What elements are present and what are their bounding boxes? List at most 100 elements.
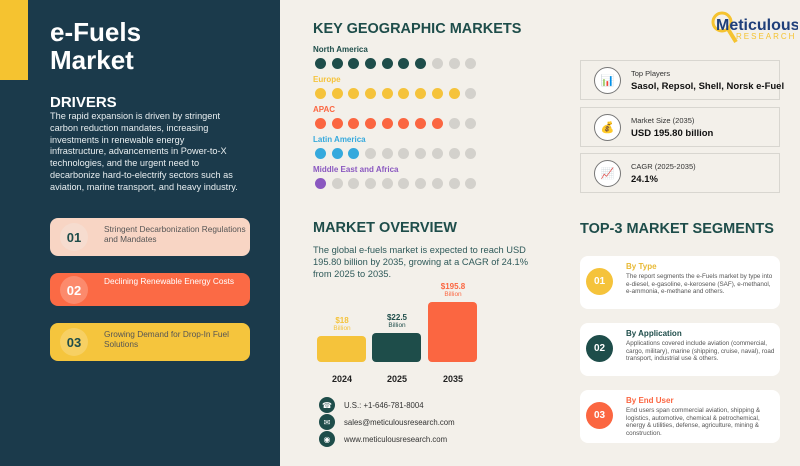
driver-number: 01 (60, 223, 88, 251)
empty-dot (415, 178, 427, 189)
empty-dot (448, 58, 460, 69)
filled-dot (348, 118, 360, 129)
empty-dot (465, 88, 477, 99)
empty-dot (431, 178, 443, 189)
contact-web[interactable]: ◉ www.meticulousresearch.com (319, 431, 447, 447)
filled-dot (381, 88, 393, 99)
info-label: Market Size (2035) (631, 115, 695, 125)
segment-title: By End User (626, 396, 674, 405)
segment-card: 03 By End User End users span commercial… (580, 390, 780, 443)
region-label: Europe (313, 75, 341, 84)
empty-dot (348, 178, 360, 189)
filled-dot (448, 88, 460, 99)
segments-heading: TOP-3 MARKET SEGMENTS (580, 221, 774, 237)
empty-dot (331, 178, 343, 189)
info-value: USD 195.80 billion (631, 127, 714, 139)
empty-dot (465, 118, 477, 129)
globe-icon: ◉ (319, 431, 335, 447)
filled-dot (365, 118, 377, 129)
bar-value-label: $195.8 Billion (423, 283, 483, 299)
filled-dot (315, 148, 326, 159)
phone-text: U.S.: +1-646-781-8004 (344, 400, 424, 410)
empty-dot (398, 148, 410, 159)
region-label: Latin America (313, 135, 366, 144)
info-label: CAGR (2025-2035) (631, 161, 696, 171)
segment-number: 03 (586, 402, 613, 429)
filled-dot (398, 118, 410, 129)
empty-dot (415, 148, 427, 159)
bar-2035 (428, 302, 477, 362)
empty-dot (465, 58, 477, 69)
empty-dot (381, 178, 393, 189)
empty-dot (431, 148, 443, 159)
phone-icon: ☎ (319, 397, 335, 413)
segment-desc: End users span commercial aviation, ship… (626, 407, 761, 437)
bar-year-label: 2035 (442, 374, 464, 384)
bar-year-label: 2024 (331, 374, 353, 384)
filled-dot (315, 118, 326, 129)
filled-dot (415, 58, 427, 69)
region-dots (315, 58, 477, 69)
driver-label: Declining Renewable Energy Costs (104, 276, 235, 286)
bar-value-label: $22.5 Billion (367, 312, 427, 330)
segment-card: 01 By Type The report segments the e-Fue… (580, 256, 780, 309)
mail-icon: ✉ (319, 414, 335, 430)
region-label: Middle East and Africa (313, 165, 399, 174)
region-dots (315, 88, 477, 99)
geo-heading: KEY GEOGRAPHIC MARKETS (313, 21, 522, 37)
drivers-heading: DRIVERS (50, 94, 117, 111)
empty-dot (465, 148, 477, 159)
filled-dot (331, 88, 343, 99)
empty-dot (398, 178, 410, 189)
region-dots (315, 118, 477, 129)
filled-dot (331, 148, 343, 159)
filled-dot (348, 58, 360, 69)
magnifier-logo-icon: Meticulous RESEARCH (711, 11, 800, 44)
money-bag-icon: 💰 (594, 113, 621, 141)
bar-value-label: $18 Billion (312, 316, 372, 333)
bar-unit: Billion (333, 324, 351, 332)
bar-chart-icon: 📊 (594, 66, 621, 94)
empty-dot (448, 148, 460, 159)
filled-dot (315, 88, 326, 99)
driver-card-3: 03 Growing Demand for Drop-In Fuel Solut… (50, 323, 250, 361)
filled-dot (415, 118, 427, 129)
title-line-1: e-Fuels (50, 17, 142, 47)
accent-bar (0, 0, 28, 80)
bar-unit: Billion (388, 321, 406, 329)
info-card-cagr: 📈 CAGR (2025-2035) 24.1% (580, 153, 780, 193)
filled-dot (331, 118, 343, 129)
filled-dot (431, 118, 443, 129)
info-value: Sasol, Repsol, Shell, Norsk e-Fuel (631, 80, 785, 92)
segment-number: 02 (586, 335, 613, 362)
contact-phone[interactable]: ☎ U.S.: +1-646-781-8004 (319, 397, 424, 413)
driver-card-2: 02 Declining Renewable Energy Costs (50, 273, 250, 306)
info-card-top-players: 📊 Top Players Sasol, Repsol, Shell, Norsk … (580, 60, 784, 100)
bar-2024 (317, 335, 366, 362)
bar-year-label: 2025 (386, 374, 408, 384)
segment-title: By Type (626, 262, 657, 271)
driver-label: Growing Demand for Drop-In Fuel Solution… (104, 329, 229, 349)
filled-dot (315, 178, 326, 189)
overview-heading: MARKET OVERVIEW (313, 220, 457, 236)
empty-dot (365, 178, 377, 189)
overview-text: The global e-fuels market is expected to… (313, 245, 528, 279)
bar-value: $22.5 (386, 312, 408, 322)
region-dots (315, 148, 477, 159)
web-text: www.meticulousresearch.com (344, 434, 448, 444)
email-text: sales@meticulousresearch.com (344, 417, 455, 427)
drivers-text: The rapid expansion is driven by stringe… (50, 111, 238, 192)
filled-dot (348, 148, 360, 159)
info-label: Top Players (631, 68, 671, 78)
bar-2025 (372, 332, 421, 362)
empty-dot (448, 178, 460, 189)
filled-dot (398, 88, 410, 99)
driver-label: Stringent Decarbonization Regulations an… (104, 224, 246, 244)
empty-dot (465, 178, 477, 189)
filled-dot (431, 88, 443, 99)
driver-card-1: 01 Stringent Decarbonization Regulations… (50, 218, 250, 256)
contact-email[interactable]: ✉ sales@meticulousresearch.com (319, 414, 455, 430)
empty-dot (381, 148, 393, 159)
filled-dot (381, 118, 393, 129)
driver-number: 02 (60, 276, 88, 304)
